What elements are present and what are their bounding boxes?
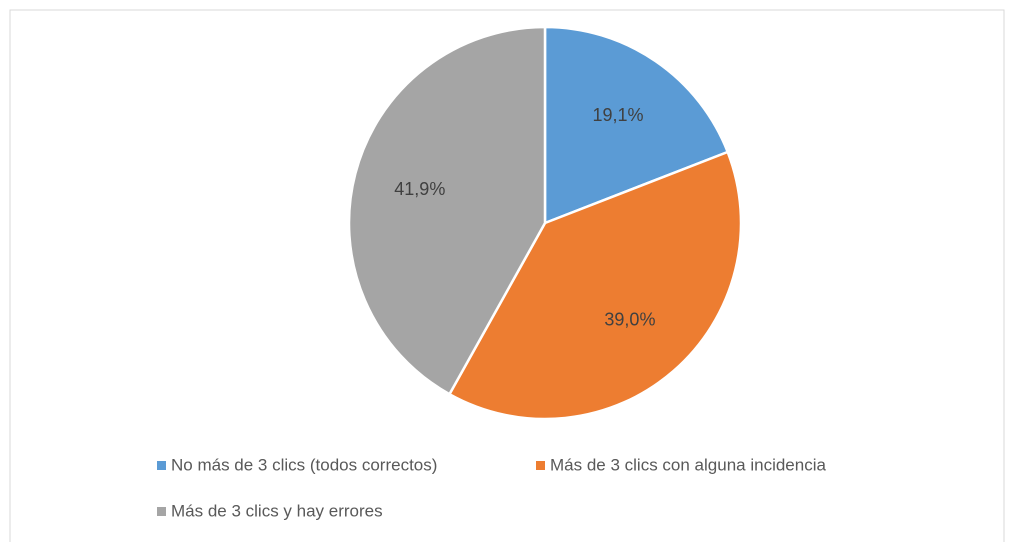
data-label: 41,9% xyxy=(394,179,445,199)
pie-slice xyxy=(447,150,743,421)
data-label: 39,0% xyxy=(604,309,655,329)
chart-border xyxy=(9,9,1005,542)
pie-slice xyxy=(347,25,547,396)
pie-slice xyxy=(543,25,730,225)
legend-swatch xyxy=(536,461,545,470)
data-label: 19,1% xyxy=(593,105,644,125)
legend-swatch xyxy=(157,507,166,516)
legend-label: Más de 3 clics con alguna incidencia xyxy=(550,455,826,474)
legend-label: Más de 3 clics y hay errores xyxy=(171,501,383,520)
legend-swatch xyxy=(157,461,166,470)
legend-label: No más de 3 clics (todos correctos) xyxy=(171,455,437,474)
